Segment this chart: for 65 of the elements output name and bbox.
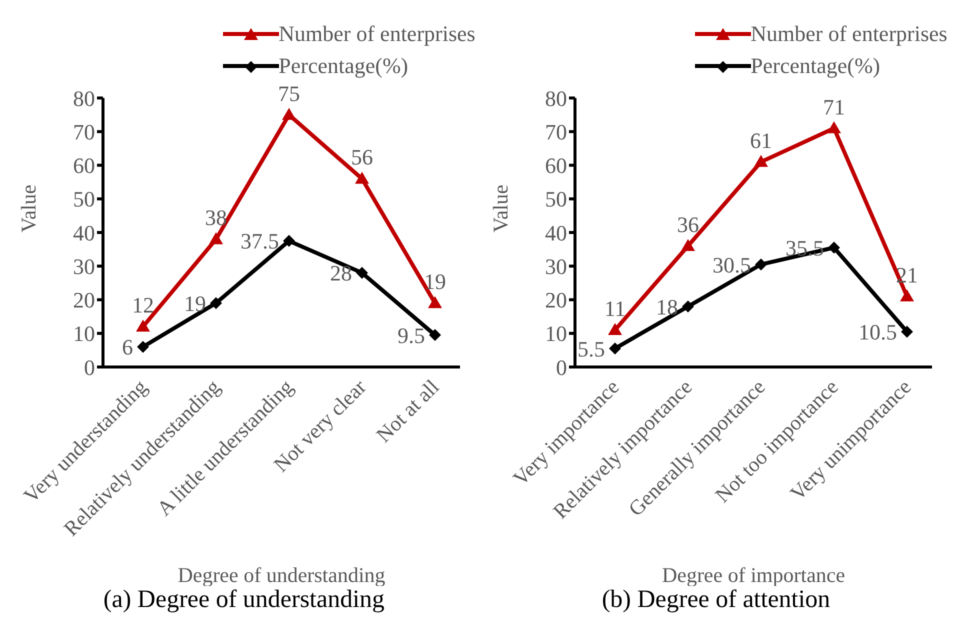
legend-label: Number of enterprises — [750, 21, 948, 47]
point — [827, 121, 841, 134]
legend-label: Percentage(%) — [750, 53, 880, 79]
point — [608, 323, 622, 336]
y-tick-label: 80 — [545, 86, 567, 111]
y-tick-label: 0 — [556, 354, 567, 380]
y-tick-label: 30 — [73, 254, 95, 279]
data-label: 30.5 — [712, 252, 751, 278]
point — [282, 108, 296, 120]
y-tick-label: 50 — [73, 186, 95, 212]
point — [428, 296, 442, 308]
y-tick-label: 30 — [545, 254, 567, 279]
y-tick-label: 70 — [545, 119, 567, 144]
point — [900, 289, 914, 302]
point — [901, 326, 913, 338]
y-tick-label: 80 — [73, 86, 95, 111]
data-label: 11 — [604, 296, 626, 322]
y-axis-title: Value — [16, 184, 40, 232]
data-label: 6 — [122, 334, 133, 360]
point — [209, 232, 223, 244]
point — [355, 172, 369, 184]
data-label: 19 — [184, 290, 206, 316]
point — [681, 238, 695, 251]
y-tick-label: 10 — [73, 321, 95, 346]
data-label: 56 — [351, 144, 373, 170]
point — [356, 266, 368, 279]
point — [283, 234, 295, 247]
data-label: 61 — [750, 128, 772, 153]
data-label: 5.5 — [578, 336, 605, 362]
data-label: 19 — [424, 269, 446, 294]
text: (a) Degree of understanding — [102, 586, 386, 614]
text: (b) Degree of attention — [600, 586, 832, 614]
point — [609, 342, 621, 355]
y-tick-label: 20 — [545, 288, 567, 313]
data-label: 71 — [823, 94, 845, 120]
point — [755, 258, 767, 270]
data-label: 12 — [132, 292, 154, 318]
point — [754, 154, 768, 167]
y-tick-label: 60 — [73, 153, 95, 178]
data-label: 18 — [656, 294, 678, 320]
y-tick-label: 60 — [545, 153, 567, 178]
x-tick-label: Not at all — [371, 374, 444, 447]
y-tick-label: 20 — [73, 288, 95, 313]
point — [137, 340, 149, 353]
y-tick-label: 70 — [73, 119, 95, 144]
point — [682, 300, 694, 312]
point — [828, 242, 840, 254]
data-label: 9.5 — [398, 322, 425, 348]
y-tick-label: 10 — [545, 321, 567, 346]
y-tick-label: 0 — [84, 354, 95, 380]
point — [210, 297, 222, 310]
data-label: 38 — [205, 205, 227, 230]
y-axis-title: Value — [488, 184, 512, 232]
data-label: 28 — [330, 260, 352, 286]
data-label: 75 — [278, 80, 300, 106]
data-label: 36 — [677, 212, 699, 237]
y-tick-label: 40 — [73, 220, 95, 246]
legend-label: Percentage(%) — [278, 53, 408, 79]
y-tick-label: 50 — [545, 186, 567, 212]
data-label: 37.5 — [240, 228, 279, 254]
point — [136, 320, 150, 332]
y-tick-label: 40 — [545, 220, 567, 246]
legend-label: Number of enterprises — [278, 21, 476, 47]
point — [429, 329, 441, 342]
data-label: 10.5 — [858, 320, 897, 345]
